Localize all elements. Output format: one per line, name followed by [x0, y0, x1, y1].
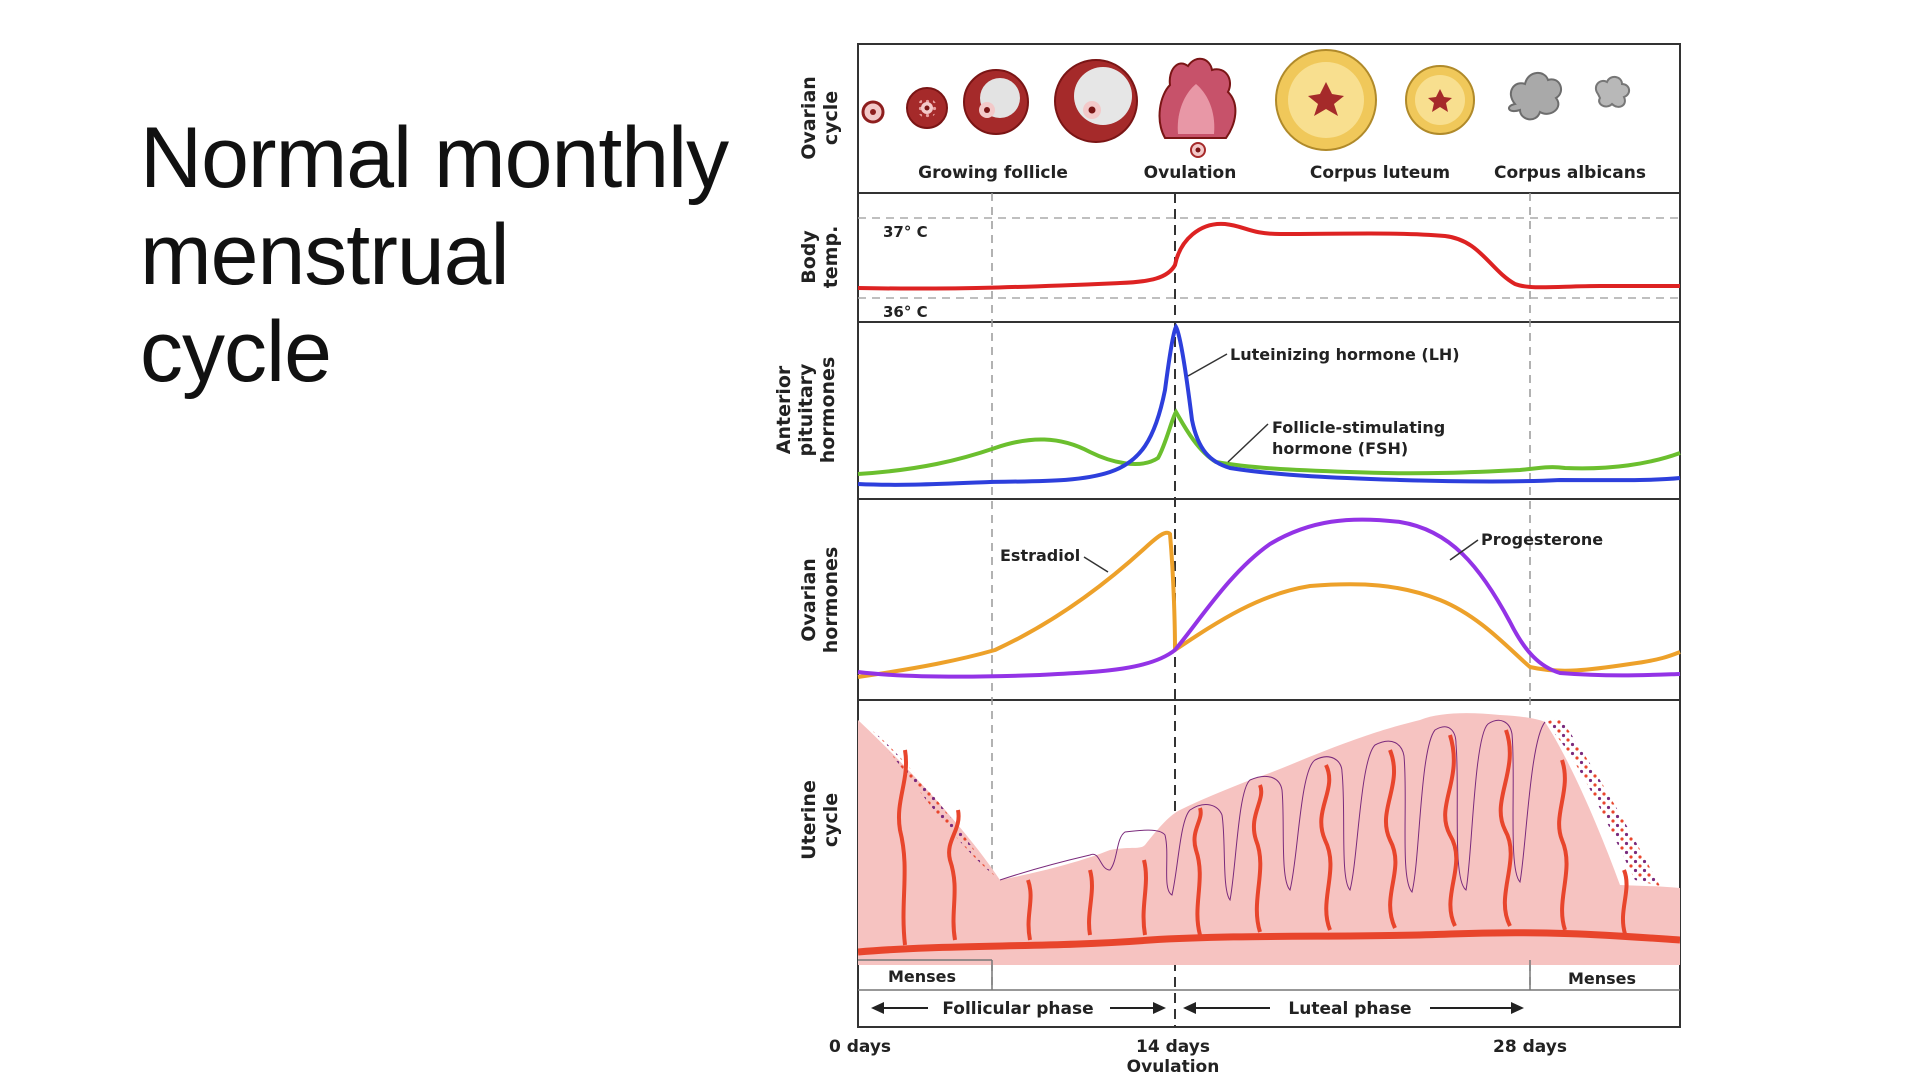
menses-phase-labels: Menses Menses Follicular phase Luteal ph…	[858, 959, 1680, 1019]
diagram-frame	[857, 43, 1681, 1028]
day-label-0: 0 days	[829, 1037, 891, 1057]
estradiol-curve	[857, 530, 1681, 679]
ovarian-stage-labels: Growing follicle Ovulation Corpus luteum…	[918, 163, 1646, 183]
progesterone-curve	[857, 517, 1681, 679]
day-labels: 0 days 14 days Ovulation 28 days	[829, 1037, 1567, 1077]
stage-ovulation: Ovulation	[1144, 163, 1237, 183]
shedding-layer	[858, 720, 1000, 880]
day-label-14: 14 days	[1136, 1037, 1210, 1057]
antral-follicle	[963, 69, 1029, 135]
panel-label-temp: Bodytemp.	[798, 226, 842, 289]
spiral-arteries	[897, 729, 1629, 946]
ovulation-rupture	[1158, 57, 1237, 158]
lh-label: Luteinizing hormone (LH)	[1230, 345, 1460, 364]
stage-growing-follicle: Growing follicle	[918, 163, 1068, 183]
corpus-luteum-large	[1275, 49, 1377, 151]
slide-title: Normal monthly menstrual cycle	[140, 110, 780, 401]
stage-corpus-luteum: Corpus luteum	[1310, 163, 1450, 183]
luteal-phase-label: Luteal phase	[1288, 999, 1411, 1019]
day-label-28: 28 days	[1493, 1037, 1567, 1057]
ovulation-day-label: Ovulation	[1127, 1057, 1220, 1077]
endometrium-layer	[858, 713, 1680, 965]
primary-follicle	[861, 100, 885, 124]
uterine-panel	[858, 713, 1680, 965]
lh-leader	[1187, 353, 1228, 377]
menses-label-end: Menses	[1568, 969, 1636, 988]
temp-mark-37: 37° C	[883, 223, 928, 241]
title-line-3: cycle	[140, 304, 332, 400]
panel-label-ovarian-hormones: Ovarianhormones	[798, 547, 842, 654]
title-line-1: Normal monthly	[140, 110, 729, 206]
progesterone-leader	[1449, 539, 1479, 561]
panel-label-ovarian: Ovariancycle	[798, 76, 842, 160]
follicular-phase-label: Follicular phase	[942, 999, 1093, 1019]
ovarian-stage-illustrations	[861, 49, 1630, 158]
corpus-albicans-small	[1594, 76, 1630, 108]
temperature-curve	[857, 221, 1680, 291]
fsh-label: Follicle-stimulating hormone (FSH)	[1272, 418, 1445, 458]
corpus-albicans-large	[1508, 72, 1563, 121]
estradiol-label: Estradiol	[1000, 546, 1080, 565]
lh-curve	[857, 323, 1681, 487]
temperature-panel: 37° C 36° C	[857, 221, 1680, 321]
corpus-luteum-small	[1405, 65, 1475, 135]
estradiol-leader	[1083, 556, 1109, 573]
basal-vessel	[858, 929, 1680, 956]
fsh-curve	[857, 408, 1681, 476]
title-line-2: menstrual	[140, 207, 510, 303]
temp-mark-36: 36° C	[883, 303, 928, 321]
progesterone-label: Progesterone	[1481, 530, 1603, 549]
secondary-follicle	[906, 87, 948, 129]
ovarian-hormones-panel: Estradiol Progesterone	[857, 517, 1681, 679]
stage-corpus-albicans: Corpus albicans	[1494, 163, 1646, 183]
endometrium-surface	[999, 719, 1546, 902]
panel-labels: Ovariancycle Bodytemp. Anteriorpituitary…	[773, 76, 842, 860]
pituitary-panel: Luteinizing hormone (LH) Follicle-stimul…	[857, 323, 1681, 487]
fsh-leader	[1227, 423, 1269, 463]
shedding-layer-right	[1545, 718, 1660, 886]
panel-label-uterine: Uterinecycle	[798, 780, 842, 860]
mature-follicle	[1054, 59, 1138, 143]
menses-label-start: Menses	[888, 967, 956, 986]
panel-label-pituitary: Anteriorpituitaryhormones	[773, 357, 839, 464]
